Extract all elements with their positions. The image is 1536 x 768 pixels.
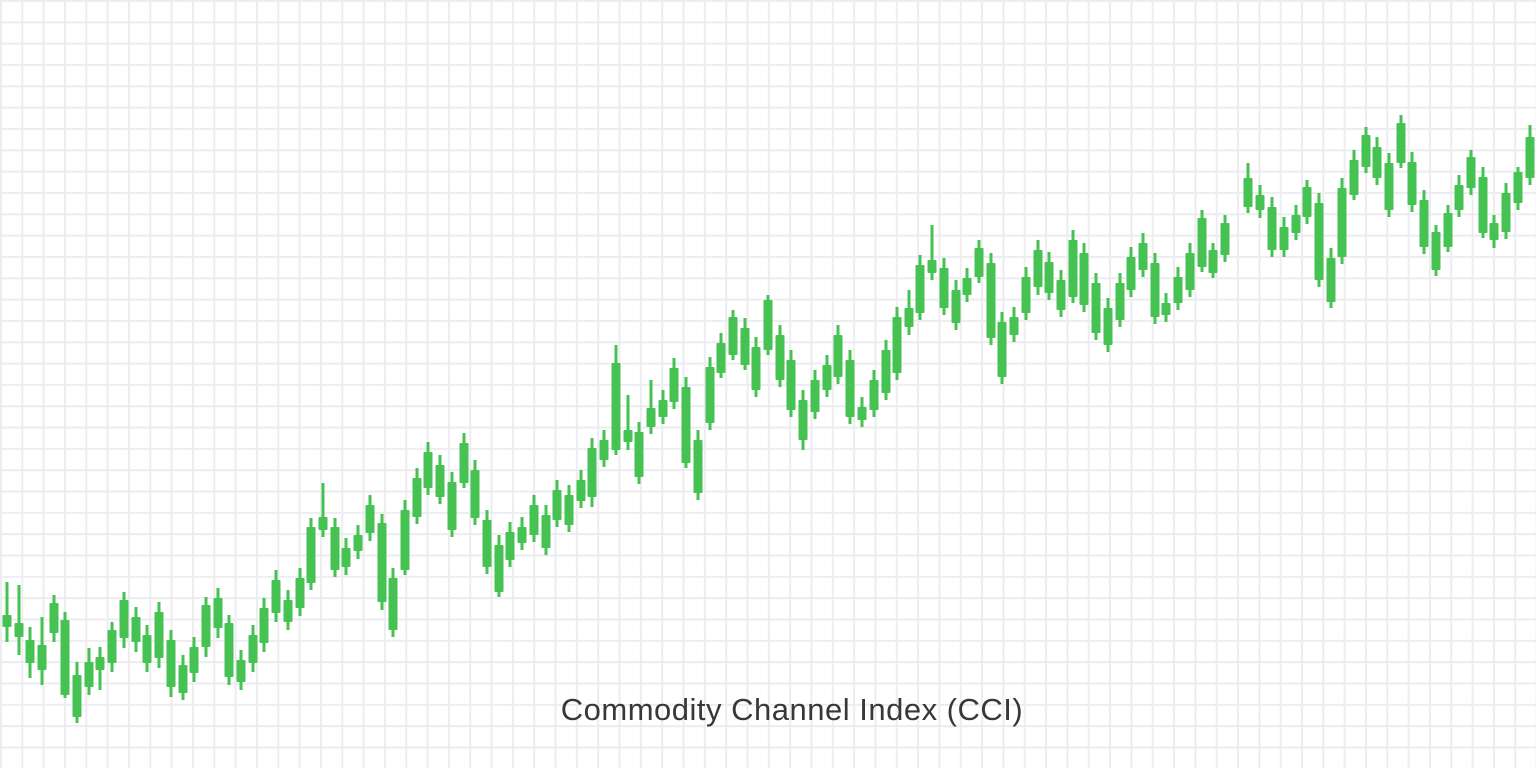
chart-title: Commodity Channel Index (CCI) xyxy=(560,692,1024,727)
